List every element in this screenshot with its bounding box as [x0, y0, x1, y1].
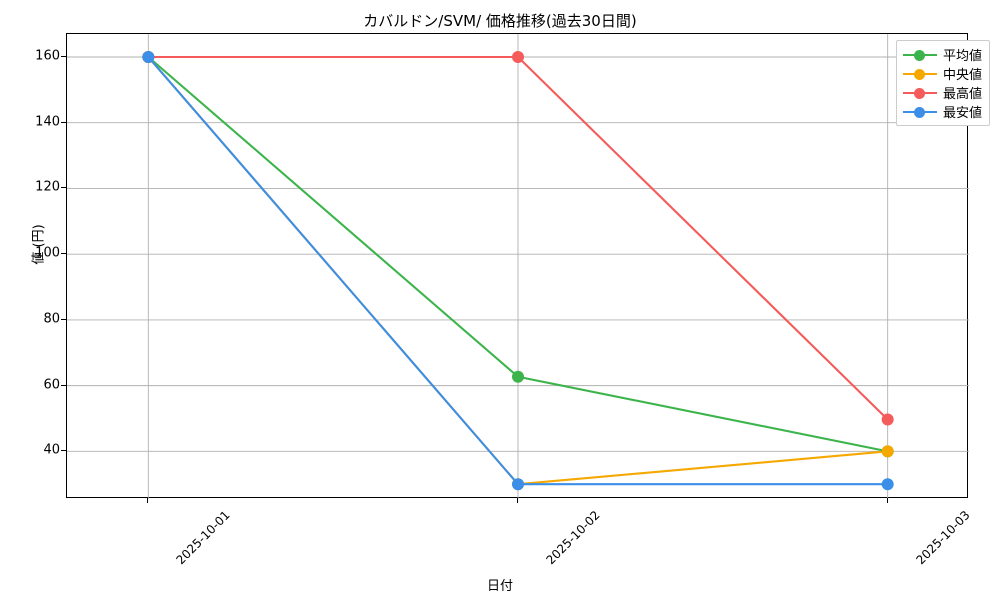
legend-item-平均値[interactable]: 平均値 [902, 45, 982, 64]
legend-label: 中央値 [942, 68, 982, 83]
chart-legend: 平均値中央値最高値最安値 [895, 40, 990, 126]
plot-area [66, 33, 969, 499]
x-axis-title: 日付 [486, 579, 513, 594]
y-tick-label: 100 [35, 245, 60, 261]
legend-swatch-icon [902, 48, 937, 62]
data-point-marker [881, 445, 894, 458]
series-line-平均値 [147, 55, 889, 453]
y-tick-label: 120 [35, 179, 60, 195]
y-axis-tick-marks [0, 33, 66, 498]
x-axis-tick-marks [66, 498, 968, 506]
y-tick-label: 40 [43, 442, 60, 458]
legend-label: 最高値 [942, 87, 982, 102]
x-tick-mark [147, 498, 149, 503]
data-point-marker [512, 51, 524, 64]
legend-item-最安値[interactable]: 最安値 [902, 102, 982, 121]
data-point-marker [881, 478, 894, 491]
y-axis-tick-labels: 40 60 80 100 120 140 160 [8, 33, 60, 498]
x-tick-label: 2025-10-03 [913, 508, 973, 568]
chart-title: カバルドン/SVM/ 価格推移(過去30日間) [363, 12, 637, 30]
legend-swatch-icon [902, 67, 937, 81]
x-axis-tick-labels: 2025-10-01 2025-10-02 2025-10-03 [66, 508, 973, 568]
series-line-最安値 [147, 55, 889, 486]
series-line-最高値 [147, 55, 889, 421]
data-point-marker [881, 413, 894, 426]
y-tick-label: 160 [35, 48, 60, 64]
y-tick-mark [61, 253, 66, 255]
legend-label: 平均値 [942, 49, 982, 64]
legend-swatch-icon [902, 86, 937, 100]
y-tick-mark [61, 384, 66, 386]
y-axis-title: 値 (円) [31, 224, 47, 265]
y-tick-label: 80 [43, 311, 60, 327]
y-tick-mark [61, 187, 66, 189]
data-series-layer [142, 51, 894, 491]
data-point-marker [142, 51, 155, 64]
y-tick-label: 140 [35, 114, 60, 130]
legend-label: 最安値 [942, 106, 982, 121]
legend-item-中央値[interactable]: 中央値 [902, 64, 982, 83]
series-line-中央値 [147, 55, 889, 486]
data-point-marker [512, 478, 524, 491]
y-tick-mark [61, 318, 66, 320]
data-point-marker [512, 370, 524, 383]
y-tick-mark [61, 121, 66, 123]
y-tick-mark [61, 450, 66, 452]
x-tick-mark [517, 498, 518, 503]
y-tick-label: 60 [43, 377, 60, 393]
legend-item-最高値[interactable]: 最高値 [902, 83, 982, 102]
x-tick-label: 2025-10-01 [173, 508, 233, 568]
legend-swatch-icon [902, 105, 937, 119]
x-tick-label: 2025-10-02 [543, 508, 603, 568]
y-tick-mark [61, 56, 66, 57]
x-tick-mark [886, 498, 888, 503]
